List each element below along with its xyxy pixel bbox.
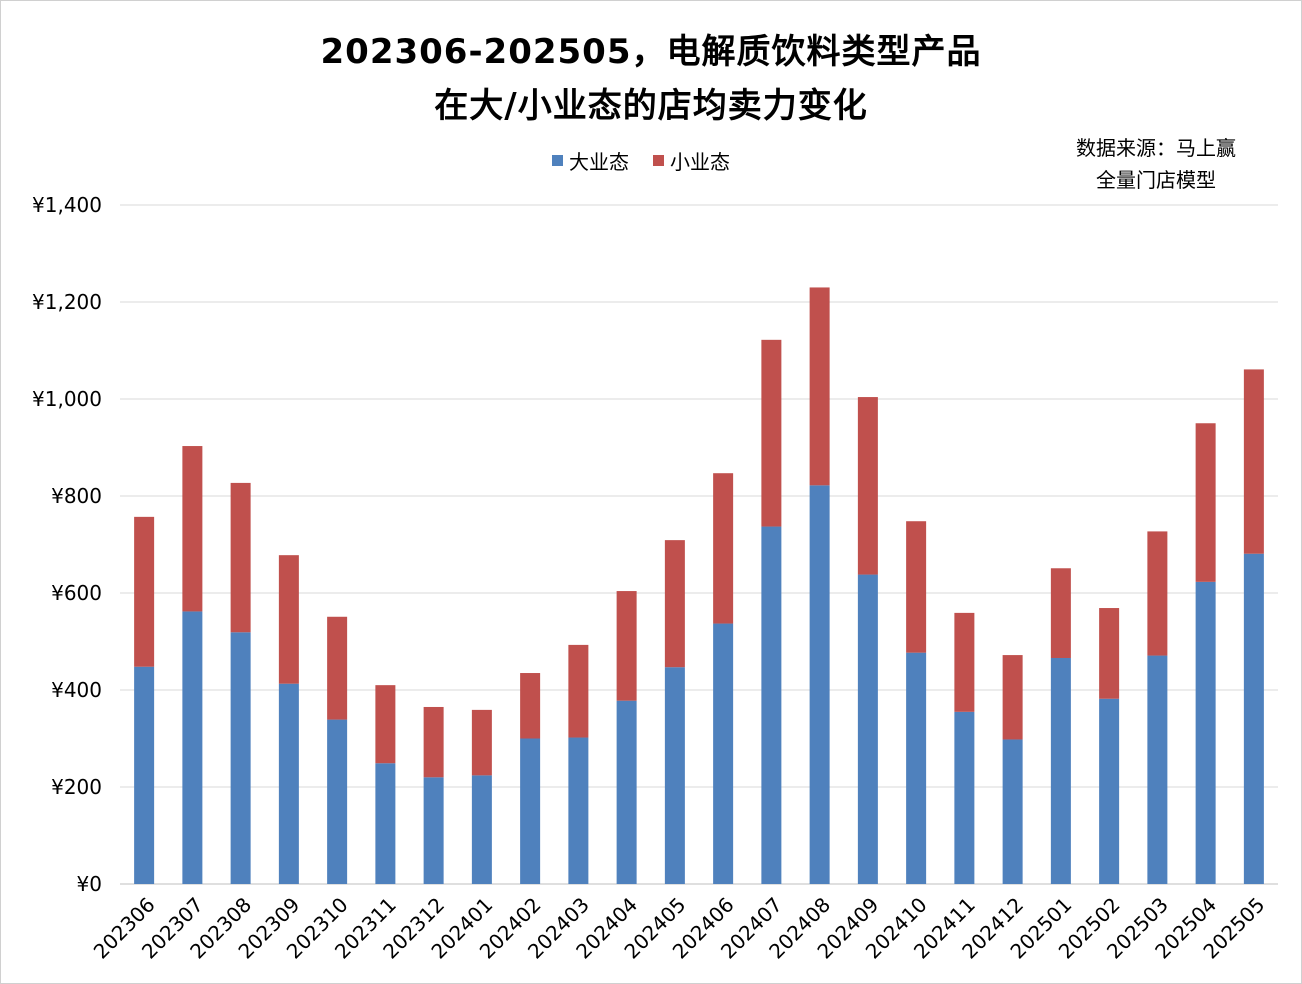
chart-title-line2: 在大/小业态的店均卖力变化 [434,86,868,126]
y-tick-label: ¥400 [51,678,102,702]
y-tick-label: ¥800 [51,484,102,508]
bar-small-202404 [616,591,637,701]
legend-item-small: 小业态 [653,146,730,175]
y-tick-label: ¥1,200 [32,290,102,314]
source-line2: 全量门店模型 [1096,168,1216,192]
bar-small-202402 [520,673,541,739]
bar-large-202404 [616,700,637,884]
bar-small-202410 [906,521,927,653]
bar-large-202409 [857,574,878,884]
bar-small-202412 [1002,655,1023,740]
bar-small-202406 [713,473,734,624]
bar-small-202502 [1099,608,1120,699]
legend-swatch-small [653,155,664,166]
legend-item-large: 大业态 [552,146,629,175]
bar-large-202307 [182,611,203,884]
source-line1: 数据来源：马上赢 [1076,136,1236,160]
bar-large-202501 [1050,657,1071,884]
bar-large-202407 [761,526,782,884]
data-source-note: 数据来源：马上赢 全量门店模型 [1046,132,1266,196]
bar-small-202403 [568,644,589,738]
bar-small-202307 [182,446,203,612]
bar-large-202308 [230,632,251,884]
y-tick-label: ¥600 [51,581,102,605]
chart-title-line1: 202306-202505，电解质饮料类型产品 [320,32,982,72]
bar-large-202403 [568,737,589,884]
bar-large-202503 [1147,655,1168,884]
bar-large-202411 [954,711,975,884]
bar-small-202312 [423,706,444,778]
bar-small-202401 [471,709,492,776]
y-tick-label: ¥200 [51,775,102,799]
y-tick-label: ¥1,400 [32,193,102,217]
legend: 大业态 小业态 [552,146,754,175]
legend-label-large: 大业态 [569,150,629,174]
legend-label-small: 小业态 [670,150,730,174]
bar-large-202410 [906,652,927,884]
bar-small-202311 [375,685,396,764]
bar-small-202308 [230,482,251,633]
bar-large-202401 [471,775,492,884]
bar-large-202406 [713,623,734,884]
y-tick-label: ¥1,000 [32,387,102,411]
bar-small-202411 [954,612,975,712]
bar-large-202311 [375,763,396,884]
bar-small-202408 [809,287,830,486]
y-tick-label: ¥0 [77,872,102,896]
bar-large-202309 [278,683,299,884]
bar-small-202505 [1243,369,1264,554]
bar-small-202407 [761,339,782,527]
bar-large-202310 [327,719,348,884]
bar-large-202505 [1243,553,1264,884]
bar-large-202306 [134,666,155,884]
bar-large-202502 [1099,698,1120,884]
bar-small-202405 [664,540,685,668]
bar-large-202408 [809,485,830,884]
bar-small-202503 [1147,531,1168,656]
bar-small-202504 [1195,423,1216,582]
bar-large-202504 [1195,581,1216,884]
legend-swatch-large [552,155,563,166]
bar-large-202402 [520,738,541,884]
bar-large-202412 [1002,739,1023,884]
bar-large-202312 [423,777,444,884]
bar-large-202405 [664,667,685,884]
bar-small-202409 [857,397,878,575]
bar-small-202310 [327,616,348,720]
bar-small-202306 [134,516,155,667]
bar-small-202501 [1050,568,1071,658]
bar-small-202309 [278,555,299,684]
